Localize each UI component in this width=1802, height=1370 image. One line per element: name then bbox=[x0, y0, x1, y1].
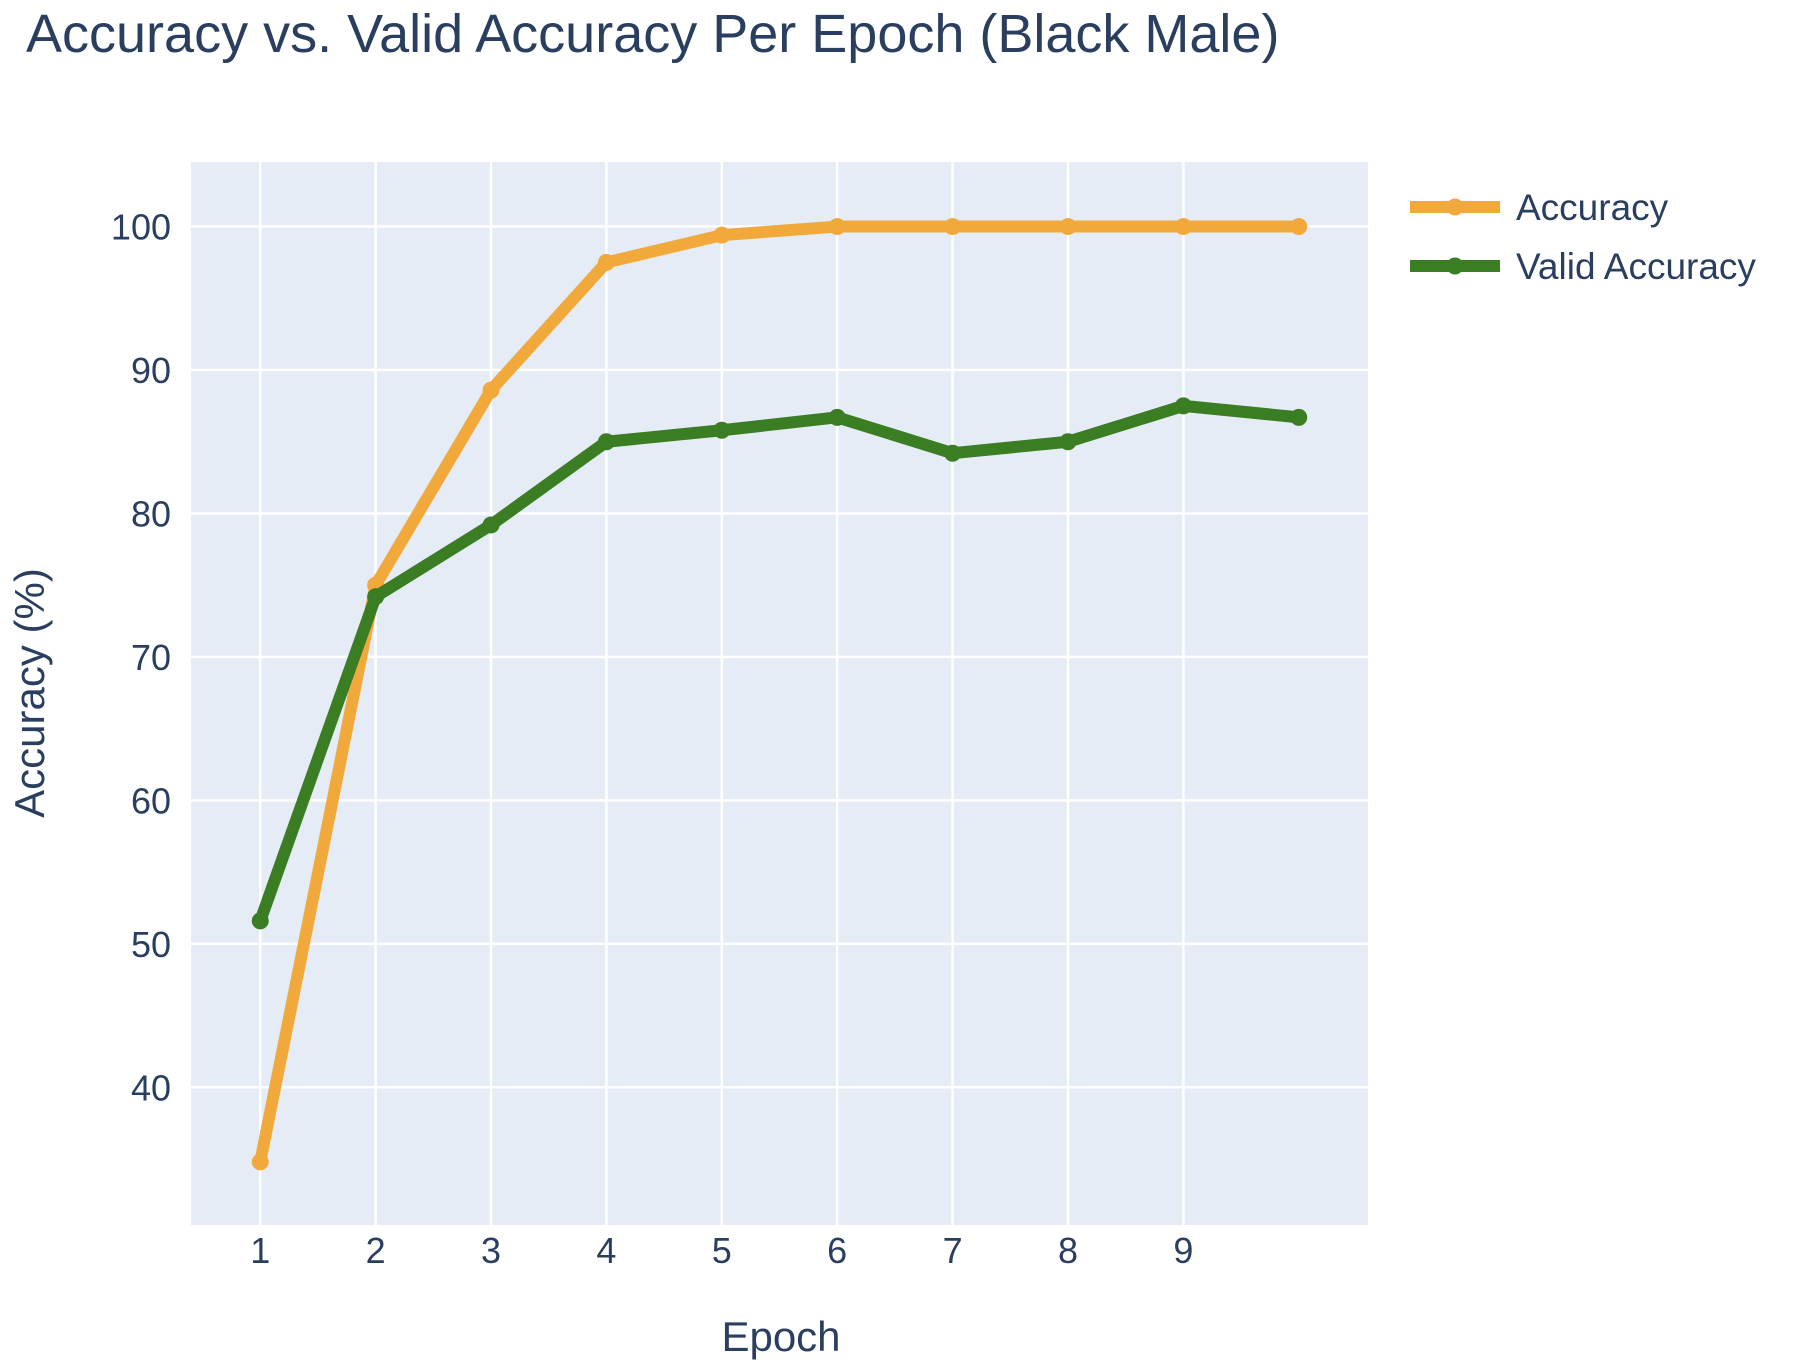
data-point[interactable] bbox=[1290, 218, 1308, 236]
y-tick-label: 70 bbox=[131, 637, 171, 678]
data-point[interactable] bbox=[251, 1153, 269, 1171]
series-line bbox=[254, 399, 1305, 927]
x-tick-label: 8 bbox=[1058, 1230, 1078, 1271]
series-layer bbox=[251, 218, 1308, 1171]
data-point[interactable] bbox=[597, 253, 615, 271]
data-point[interactable] bbox=[828, 218, 846, 236]
data-point[interactable] bbox=[1174, 218, 1192, 236]
tick-labels: 1 2 3 4 5 6 7 8 9 40 50 60 70 80 90 100 bbox=[111, 207, 1193, 1271]
legend[interactable]: Accuracy Valid Accuracy bbox=[1410, 187, 1756, 287]
x-tick-label: 7 bbox=[943, 1230, 963, 1271]
x-tick-label: 1 bbox=[250, 1230, 270, 1271]
data-point[interactable] bbox=[251, 912, 269, 930]
chart-title: Accuracy vs. Valid Accuracy Per Epoch (B… bbox=[26, 4, 1279, 64]
data-point[interactable] bbox=[828, 408, 846, 426]
data-point[interactable] bbox=[713, 226, 731, 244]
plot-area bbox=[191, 162, 1368, 1225]
legend-swatch-marker bbox=[1446, 257, 1464, 275]
x-tick-label: 9 bbox=[1173, 1230, 1193, 1271]
x-tick-label: 2 bbox=[366, 1230, 386, 1271]
data-point[interactable] bbox=[597, 433, 615, 451]
data-point[interactable] bbox=[944, 218, 962, 236]
x-tick-label: 6 bbox=[827, 1230, 847, 1271]
y-tick-label: 100 bbox=[111, 207, 171, 248]
legend-label: Accuracy bbox=[1516, 187, 1669, 228]
series-accuracy bbox=[251, 218, 1308, 1171]
legend-swatch-marker bbox=[1446, 198, 1464, 216]
y-tick-label: 80 bbox=[131, 493, 171, 534]
x-tick-label: 4 bbox=[596, 1230, 616, 1271]
x-tick-label: 3 bbox=[481, 1230, 501, 1271]
x-axis-title: Epoch bbox=[721, 1313, 840, 1360]
y-tick-label: 90 bbox=[131, 350, 171, 391]
data-point[interactable] bbox=[1059, 218, 1077, 236]
data-point[interactable] bbox=[1290, 408, 1308, 426]
data-point[interactable] bbox=[482, 381, 500, 399]
grid-lines bbox=[191, 162, 1368, 1225]
series-valid-accuracy bbox=[251, 397, 1308, 930]
y-tick-label: 60 bbox=[131, 780, 171, 821]
data-point[interactable] bbox=[1059, 433, 1077, 451]
x-tick-label: 5 bbox=[712, 1230, 732, 1271]
series-line bbox=[254, 220, 1305, 1168]
y-tick-label: 50 bbox=[131, 924, 171, 965]
y-tick-label: 40 bbox=[131, 1067, 171, 1108]
data-point[interactable] bbox=[1174, 397, 1192, 415]
data-point[interactable] bbox=[367, 588, 385, 606]
data-point[interactable] bbox=[713, 421, 731, 439]
data-point[interactable] bbox=[944, 444, 962, 462]
legend-label: Valid Accuracy bbox=[1516, 246, 1756, 287]
legend-item[interactable]: Accuracy bbox=[1410, 187, 1669, 228]
legend-item[interactable]: Valid Accuracy bbox=[1410, 246, 1756, 287]
y-axis-title: Accuracy (%) bbox=[6, 568, 53, 818]
data-point[interactable] bbox=[482, 516, 500, 534]
